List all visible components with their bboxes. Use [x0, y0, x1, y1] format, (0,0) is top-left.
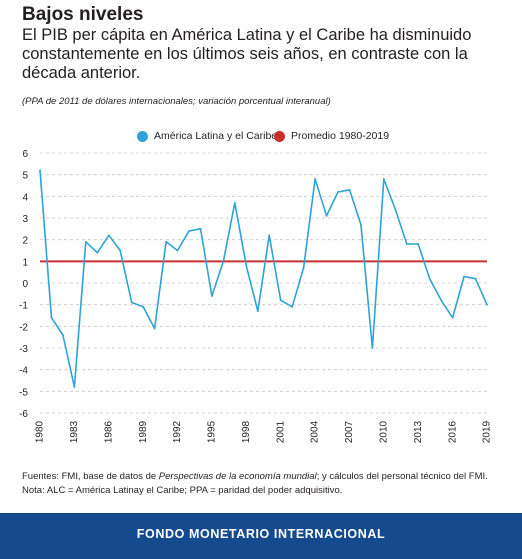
legend: América Latina y el Caribe Promedio 1980… — [0, 130, 522, 146]
x-tick-label: 1998 — [241, 420, 252, 443]
legend-item-average: Promedio 1980-2019 — [274, 130, 389, 142]
series-line-alc — [39, 170, 488, 388]
data-point — [325, 214, 328, 217]
data-point — [165, 240, 167, 243]
data-point — [73, 386, 76, 388]
data-point — [314, 178, 316, 180]
y-tick-label: -6 — [19, 409, 28, 420]
source-line: Fuentes: FMI, base de datos de Perspecti… — [22, 470, 488, 484]
data-point — [222, 260, 225, 263]
data-point — [245, 264, 248, 267]
y-tick-label: 3 — [22, 214, 28, 225]
x-tick-label: 1983 — [69, 420, 80, 443]
data-point — [360, 223, 362, 226]
y-tick-label: 2 — [22, 236, 28, 247]
x-tick-label: 2004 — [310, 420, 321, 443]
y-tick-label: 6 — [22, 149, 28, 160]
data-point — [84, 240, 87, 243]
footer-notes: Fuentes: FMI, base de datos de Perspecti… — [22, 470, 488, 498]
data-point — [451, 316, 454, 319]
data-point — [256, 310, 259, 313]
data-point — [50, 316, 53, 319]
data-point — [233, 201, 236, 204]
data-point — [96, 251, 99, 254]
data-point — [107, 234, 110, 237]
line-chart: 6 5 4 3 2 1 0 -1 -2 -3 -4 -5 -6 1980 1983 1986 1989 1992… — [19, 149, 493, 443]
chart-subtitle: El PIB per cápita en América Latina y el… — [22, 26, 472, 82]
data-point — [142, 305, 145, 308]
legend-label-average: Promedio 1980-2019 — [291, 130, 390, 142]
x-tick-label: 2007 — [344, 420, 355, 443]
data-point — [405, 243, 408, 245]
y-tick-label: -5 — [19, 387, 28, 398]
y-tick-label: 5 — [22, 171, 28, 182]
org-name: FONDO MONETARIO INTERNACIONAL — [136, 527, 386, 541]
data-point — [176, 249, 179, 252]
grid-lines — [40, 152, 487, 414]
data-point — [463, 275, 465, 278]
data-point — [382, 178, 385, 180]
data-point — [279, 299, 282, 302]
source-prefix: Fuentes: FMI, base de datos de — [22, 471, 159, 482]
x-axis-tick-labels: 1980 1983 1986 1989 1992 1995 1998 2001 2004 2007… — [35, 420, 493, 443]
note-line: Nota: ALC = América Latinay el Caribe; P… — [22, 485, 343, 496]
data-point — [371, 347, 374, 349]
y-tick-label: -2 — [19, 322, 28, 333]
x-tick-label: 1995 — [207, 420, 218, 443]
data-point — [440, 299, 443, 302]
legend-swatch-alc — [137, 130, 148, 142]
data-point — [337, 191, 339, 193]
legend-swatch-average — [274, 130, 285, 142]
data-point — [417, 243, 420, 245]
data-point — [348, 188, 351, 191]
x-tick-label: 2019 — [482, 420, 493, 443]
legend-item-alc: América Latina y el Caribe — [137, 130, 277, 142]
x-tick-label: 2013 — [413, 420, 424, 443]
data-point — [428, 277, 431, 280]
x-tick-label: 2016 — [447, 420, 458, 443]
series-layer — [39, 169, 488, 388]
x-tick-label: 2001 — [275, 420, 286, 443]
y-tick-label: 0 — [22, 279, 28, 290]
data-point — [62, 334, 64, 336]
x-tick-label: 1989 — [138, 420, 149, 443]
x-tick-label: 2010 — [378, 420, 389, 443]
data-point — [486, 303, 488, 306]
x-tick-label: 1986 — [103, 420, 114, 443]
x-tick-label: 1992 — [172, 420, 183, 443]
units-note: (PPA de 2011 de dólares internacionales;… — [22, 96, 331, 107]
footer-bar: FONDO MONETARIO INTERNACIONAL — [0, 513, 522, 559]
source-suffix: ; y cálculos del personal técnico del FM… — [316, 471, 488, 482]
data-point — [199, 227, 202, 230]
data-point — [153, 327, 156, 330]
data-point — [302, 266, 305, 269]
data-point — [211, 295, 213, 297]
data-point — [39, 169, 41, 172]
data-point — [394, 208, 397, 211]
y-tick-label: 1 — [22, 257, 28, 268]
y-axis-tick-labels: 6 5 4 3 2 1 0 -1 -2 -3 -4 -5 -6 — [19, 149, 28, 420]
y-tick-label: -1 — [19, 301, 28, 312]
y-tick-label: -4 — [19, 366, 28, 377]
y-tick-label: -3 — [19, 344, 28, 355]
data-point — [188, 230, 190, 232]
source-italic: Perspectivas de la economía mundial — [158, 471, 317, 482]
chart-title: Bajos niveles — [22, 4, 144, 25]
x-tick-label: 1980 — [35, 420, 46, 443]
data-point — [119, 249, 122, 252]
legend-label-alc: América Latina y el Caribe — [154, 130, 278, 142]
y-tick-label: 4 — [22, 192, 28, 203]
data-point — [268, 234, 271, 237]
data-point — [474, 277, 477, 280]
data-point — [291, 305, 294, 308]
data-point — [130, 301, 133, 304]
